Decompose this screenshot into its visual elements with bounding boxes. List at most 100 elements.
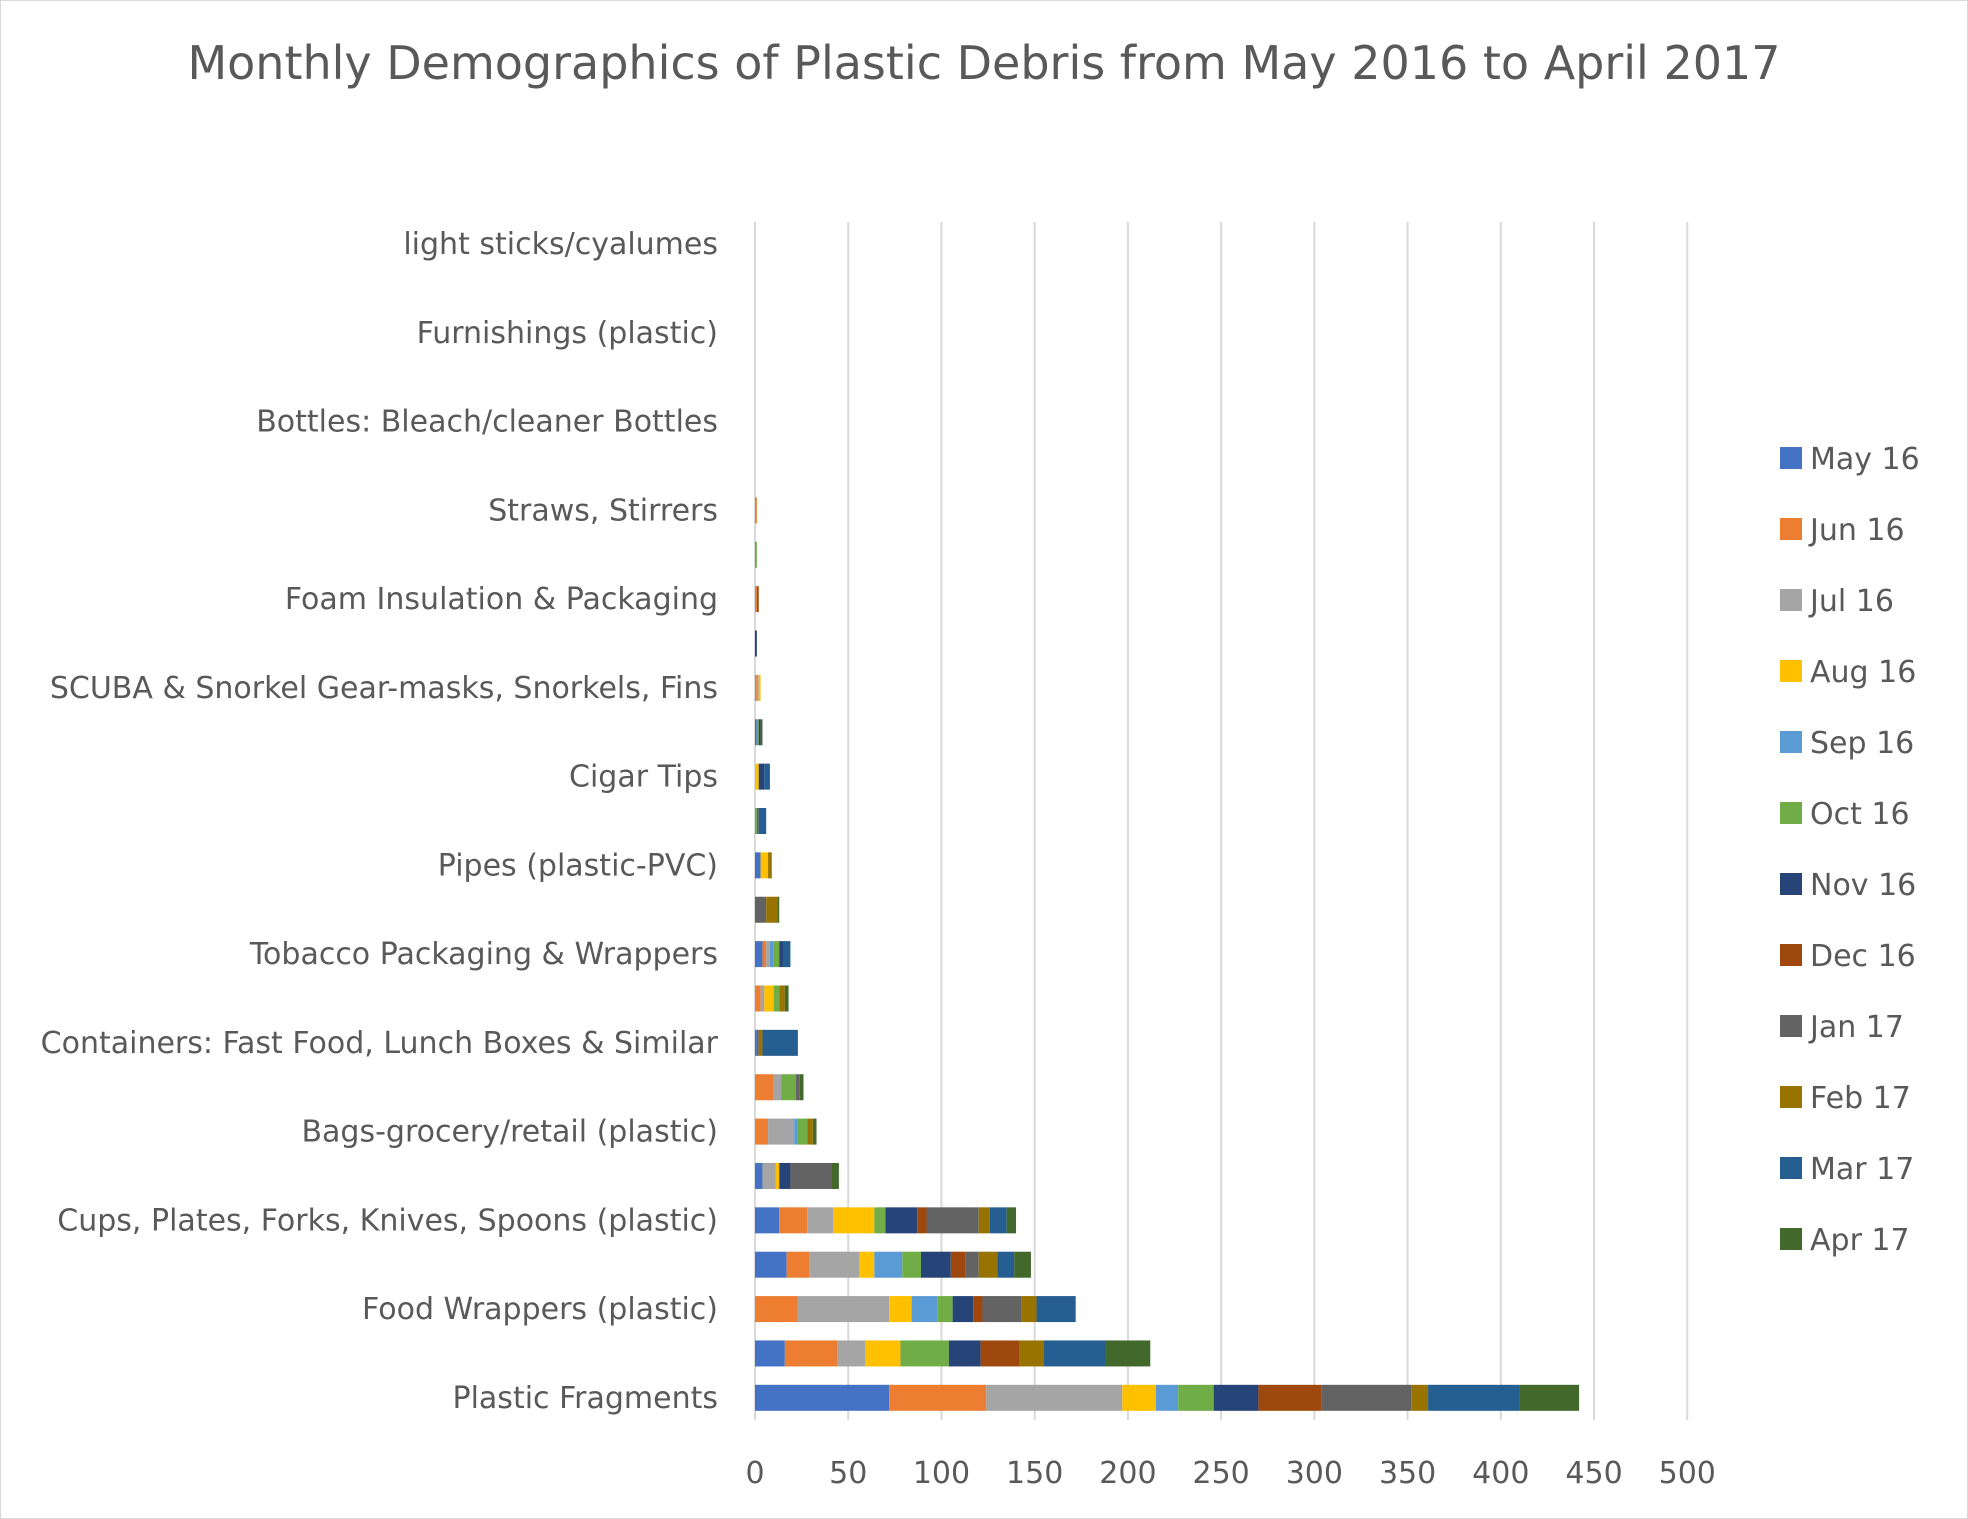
legend-label: Mar 17 xyxy=(1810,1152,1914,1187)
bar-segment xyxy=(1122,1384,1156,1411)
legend-label: Oct 16 xyxy=(1810,797,1910,832)
bar-segment xyxy=(755,1251,787,1278)
bar-segment xyxy=(1428,1384,1520,1411)
bar-segment xyxy=(986,1384,1123,1411)
bar-segment xyxy=(997,1251,1015,1278)
bar-segment xyxy=(755,1296,798,1323)
bar-segment xyxy=(758,719,761,746)
bar-segment xyxy=(980,1340,1020,1367)
bar-segment xyxy=(760,719,763,746)
bar-segment xyxy=(766,941,770,968)
bar-segment xyxy=(948,1340,981,1367)
bar-segment xyxy=(760,852,769,879)
bar-segment xyxy=(982,1296,1022,1323)
bar-segment xyxy=(779,1207,808,1234)
bar-segment xyxy=(779,985,785,1012)
x-tick-label: 400 xyxy=(1472,1456,1529,1491)
category-label: SCUBA & Snorkel Gear-masks, Snorkels, Fi… xyxy=(50,671,718,706)
bar-segment xyxy=(1519,1384,1580,1411)
bar-segment xyxy=(762,1029,798,1056)
bar-segment xyxy=(952,1296,974,1323)
bar-segment xyxy=(812,1118,817,1145)
legend-label: Jun 16 xyxy=(1808,513,1905,548)
bar-segment xyxy=(797,1118,808,1145)
bar-segment xyxy=(797,1296,890,1323)
bar-segment xyxy=(756,586,759,613)
bar-segment xyxy=(758,1029,763,1056)
bar-segment xyxy=(758,808,767,834)
legend-label: Dec 16 xyxy=(1810,939,1916,974)
category-label: Foam Insulation & Packaging xyxy=(285,582,718,617)
category-label: Bottles: Bleach/cleaner Bottles xyxy=(256,405,718,440)
bar-segment xyxy=(1021,1296,1037,1323)
bar-segment xyxy=(978,1251,998,1278)
bar-segment xyxy=(755,497,757,524)
bar-segment xyxy=(755,1207,780,1234)
legend-swatch xyxy=(1780,447,1802,469)
bar-segment xyxy=(773,1074,782,1101)
bar-segment xyxy=(859,1251,875,1278)
bar-segment xyxy=(1036,1296,1076,1323)
bar-segment xyxy=(782,941,791,968)
bar-segment xyxy=(764,985,774,1012)
legend-swatch xyxy=(1780,873,1802,895)
legend-label: Jan 17 xyxy=(1808,1010,1904,1045)
bar-segment xyxy=(756,1029,759,1056)
legend: May 16 Jun 16 Jul 16 Aug 16 Sep 16 Oct 16 Nov … xyxy=(1780,442,1920,1258)
bar-segment xyxy=(758,674,761,701)
category-label: Furnishings (plastic) xyxy=(417,316,718,351)
bar-segment xyxy=(837,1340,866,1367)
bar-segment xyxy=(764,763,770,790)
category-label: Cups, Plates, Forks, Knives, Spoons (pla… xyxy=(57,1203,718,1238)
bar-segment xyxy=(1411,1384,1429,1411)
bar-segment xyxy=(756,808,759,834)
bar-segment xyxy=(978,1207,990,1234)
x-tick-label: 100 xyxy=(913,1456,970,1491)
chart-title: Monthly Demographics of Plastic Debris f… xyxy=(187,36,1781,90)
legend-swatch xyxy=(1780,589,1802,611)
bar-segment xyxy=(755,1029,757,1056)
bar-segment xyxy=(926,1207,979,1234)
bar-segment xyxy=(755,1340,785,1367)
x-tick-label: 300 xyxy=(1286,1456,1343,1491)
gridlines xyxy=(847,222,1689,1420)
bar-segment xyxy=(769,941,774,968)
bars xyxy=(755,497,1580,1411)
bar-segment xyxy=(865,1340,901,1367)
category-label: Containers: Fast Food, Lunch Boxes & Sim… xyxy=(41,1026,719,1061)
legend-swatch xyxy=(1780,802,1802,824)
bar-segment xyxy=(760,985,765,1012)
x-tick-label: 450 xyxy=(1565,1456,1622,1491)
bar-segment xyxy=(755,1162,763,1189)
legend-label: Apr 17 xyxy=(1810,1223,1910,1258)
x-tick-label: 150 xyxy=(1006,1456,1063,1491)
bar-segment xyxy=(885,1207,918,1234)
bar-segment xyxy=(1321,1384,1412,1411)
bar-segment xyxy=(755,541,757,568)
bar-segment xyxy=(755,1384,890,1411)
category-label: light sticks/cyalumes xyxy=(403,227,718,262)
bar-segment xyxy=(799,1074,804,1101)
bar-segment xyxy=(1019,1340,1044,1367)
category-label: Food Wrappers (plastic) xyxy=(362,1292,718,1327)
bar-segment xyxy=(1105,1340,1151,1367)
legend-swatch xyxy=(1780,731,1802,753)
legend-label: Aug 16 xyxy=(1810,655,1916,690)
x-tick-label: 50 xyxy=(829,1456,867,1491)
bar-segment xyxy=(796,1074,800,1101)
bar-segment xyxy=(794,1118,798,1145)
bar-segment xyxy=(917,1207,927,1234)
bar-segment xyxy=(911,1296,938,1323)
bar-segment xyxy=(762,1162,776,1189)
bar-segment xyxy=(755,1074,774,1101)
bar-segment xyxy=(973,1296,983,1323)
bar-segment xyxy=(762,941,767,968)
category-label: Pipes (plastic-PVC) xyxy=(438,848,718,883)
bar-segment xyxy=(775,1162,780,1189)
legend-swatch xyxy=(1780,1157,1802,1179)
category-label: Cigar Tips xyxy=(569,760,718,795)
bar-segment xyxy=(874,1207,886,1234)
legend-swatch xyxy=(1780,660,1802,682)
x-tick-label: 500 xyxy=(1659,1456,1716,1491)
bar-segment xyxy=(768,1118,795,1145)
